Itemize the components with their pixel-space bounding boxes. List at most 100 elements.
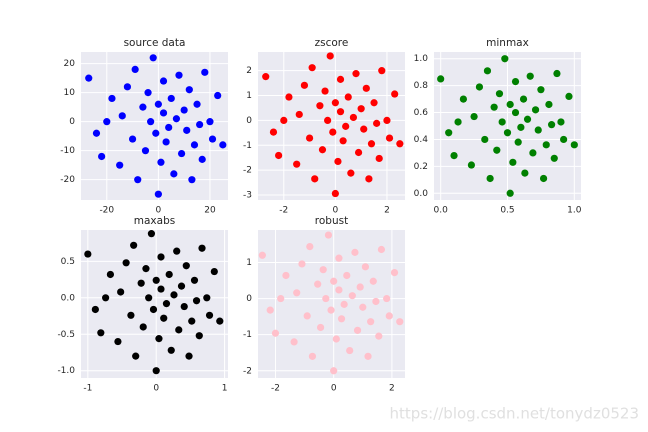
y-tick-label: -1 [243,141,252,151]
point [329,128,337,136]
point [205,311,214,319]
point [545,100,553,109]
point [509,158,517,166]
x-tick-label: -20 [99,206,114,216]
point [450,152,458,160]
plot-area [258,52,405,200]
point [147,230,156,238]
point [157,253,165,261]
point [360,125,368,133]
point [300,81,309,89]
x-tick-label: -2 [279,206,288,216]
point [308,352,317,360]
point [511,108,520,117]
point [167,94,175,103]
point [282,271,290,280]
y-tick-label: 1 [246,91,252,101]
point [293,289,301,297]
point [190,141,199,149]
point [275,151,283,160]
point [180,302,188,311]
point [539,174,548,183]
point [339,137,347,145]
point [195,332,203,340]
point [85,74,93,82]
point [331,189,339,198]
point [173,247,181,255]
y-tick-label: 0.8 [414,81,429,91]
point [106,270,114,279]
point [132,352,140,360]
x-tick-label: 0 [156,206,162,216]
point [295,110,303,119]
point [155,335,163,343]
chart-title: minmax [486,37,529,49]
x-tick-label: 1 [222,384,228,394]
point [305,134,314,142]
point [352,70,360,78]
point [514,138,522,146]
point [185,352,193,360]
point [159,77,168,85]
x-tick-label: -1 [83,384,92,394]
y-tick-label: 1.0 [414,54,429,64]
point [324,231,333,239]
point [459,95,467,103]
chart-title: robust [315,215,348,227]
point [219,141,227,149]
point [557,118,565,126]
point [137,279,145,287]
point [180,106,188,114]
point [316,102,324,110]
point [175,326,183,334]
point [190,276,199,284]
point [210,267,218,276]
point [162,138,170,146]
point [336,75,345,83]
point [206,118,214,126]
watermark: https://blog.csdn.net/tonydz0523 [390,405,639,423]
point [147,118,155,126]
point [91,305,99,314]
y-tick-label: 0.0 [414,189,429,199]
point [490,103,498,111]
point [165,123,173,132]
point [369,277,377,285]
x-tick-label: 0.0 [434,206,449,216]
point [517,123,525,131]
point [344,93,352,101]
point [493,146,501,154]
point [152,276,160,284]
point [154,100,162,108]
point [293,160,301,168]
point [152,129,160,137]
x-tick-label: 1.0 [567,206,582,216]
point [128,135,137,143]
point [154,190,162,198]
x-tick-label: 20 [204,206,216,216]
x-tick-label: 0 [331,384,337,394]
point [481,135,489,144]
point [356,283,364,291]
point [185,86,193,94]
y-tick-label: 0.6 [414,108,429,118]
point [306,243,314,251]
point [531,106,540,114]
point [357,105,365,113]
point [92,129,101,137]
point [139,323,147,331]
point [359,303,367,311]
point [390,268,399,277]
point [188,317,196,325]
point [353,326,362,334]
point [149,54,157,62]
point [483,67,492,75]
point [340,300,348,308]
point [396,140,404,148]
point [280,116,288,125]
point [570,141,578,149]
point [475,83,484,91]
point [188,176,196,184]
point [308,64,316,72]
point [172,115,181,123]
